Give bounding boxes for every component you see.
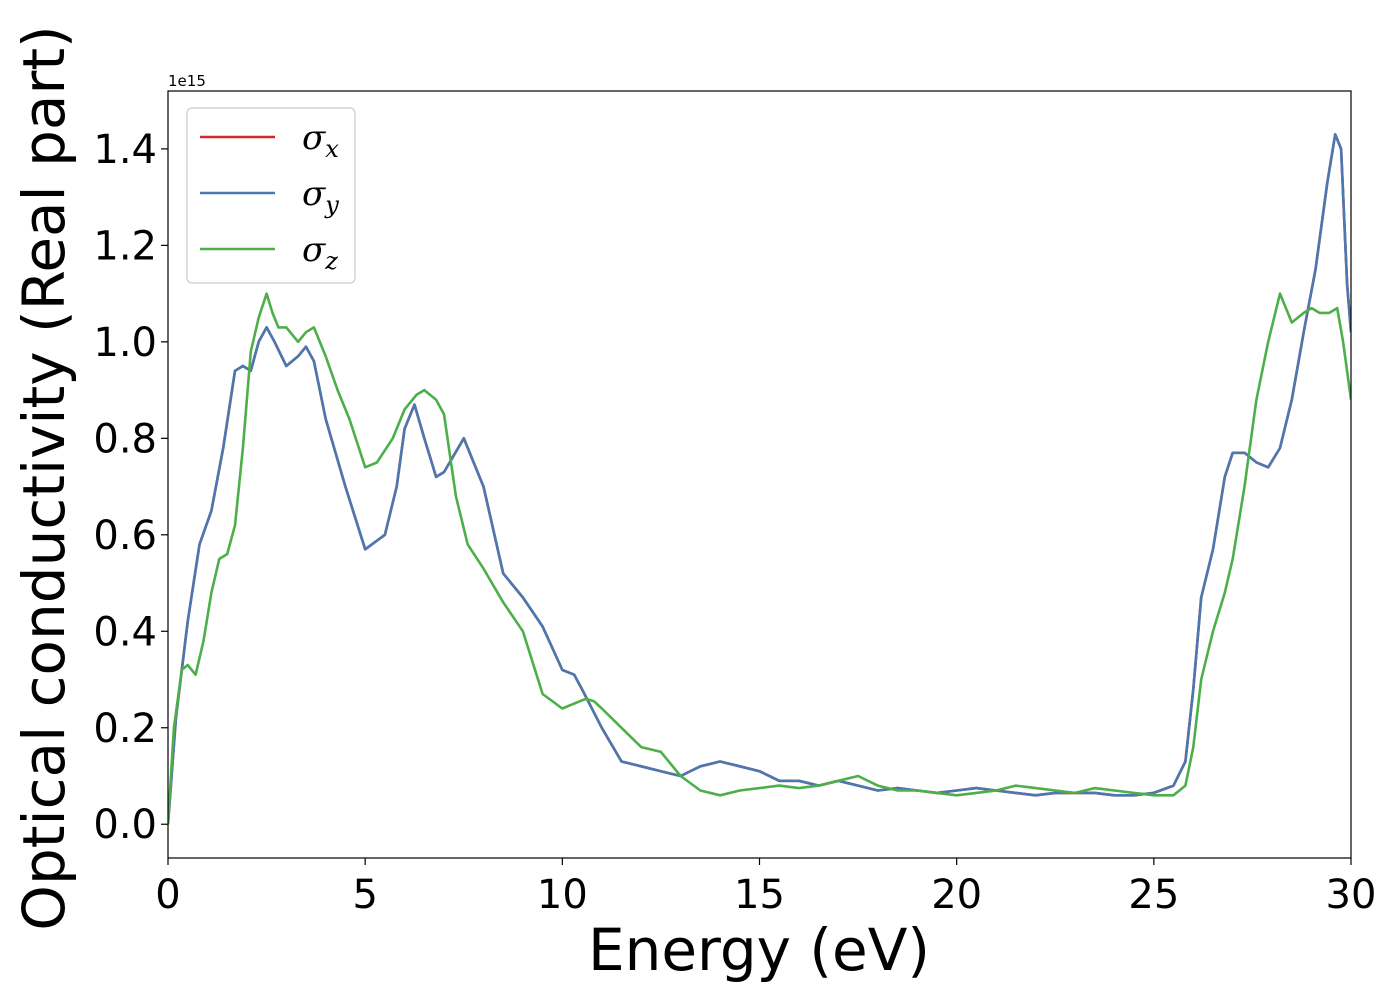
series-line-y xyxy=(168,133,1351,825)
x-tick-label: 15 xyxy=(734,872,785,918)
legend-label-y: σy xyxy=(302,174,339,219)
x-axis-label: Energy (eV) xyxy=(588,916,930,984)
series-line-z xyxy=(168,292,1351,825)
x-tick-label: 10 xyxy=(537,872,588,918)
y-tick-label: 1.0 xyxy=(93,320,157,366)
y-tick-label: 0.8 xyxy=(93,416,157,462)
ticks-layer: 0 5 10 15 20 25 30 0.0 0.2 0.4 0.6 0.8 1.0 1.2 1.4 xyxy=(93,127,1376,918)
y-offset-label: 1e15 xyxy=(168,72,206,90)
y-tick-label: 0.0 xyxy=(93,802,157,848)
y-tick-label: 0.4 xyxy=(93,609,157,655)
x-tick-label: 0 xyxy=(155,872,180,918)
y-tick-label: 1.4 xyxy=(93,127,157,173)
y-tick-label: 0.2 xyxy=(93,706,157,752)
y-axis-label: Optical conductivity (Real part) xyxy=(10,25,78,930)
legend-label-x: σx xyxy=(302,118,339,163)
legend-box xyxy=(186,107,356,284)
x-tick-label: 25 xyxy=(1128,872,1179,918)
x-tick-label: 5 xyxy=(352,872,377,918)
series-layer xyxy=(168,133,1351,825)
y-tick-label: 1.2 xyxy=(93,223,157,269)
x-tick-label: 20 xyxy=(931,872,982,918)
legend-label-z: σz xyxy=(302,230,338,275)
legend: σx σy σz xyxy=(186,107,356,284)
y-tick-label: 0.6 xyxy=(93,513,157,559)
x-tick-label: 30 xyxy=(1326,872,1377,918)
